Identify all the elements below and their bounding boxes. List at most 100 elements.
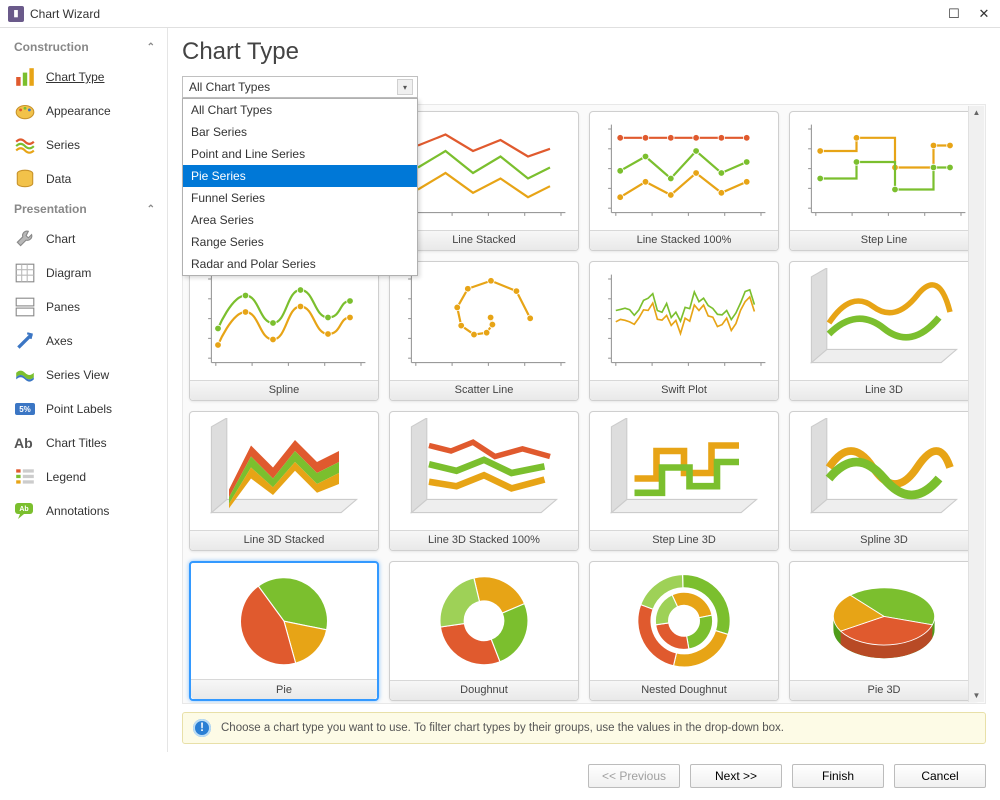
sidebar-item-annotations[interactable]: Ab Annotations bbox=[0, 494, 167, 528]
sidebar-item-point-labels[interactable]: 5% Point Labels bbox=[0, 392, 167, 426]
info-icon: ! bbox=[193, 719, 211, 737]
chart-thumbnail bbox=[590, 112, 778, 230]
sidebar-item-panes[interactable]: Panes bbox=[0, 290, 167, 324]
palette-icon bbox=[14, 101, 36, 121]
content-area: Chart Type All Chart Types ▾ All Chart T… bbox=[168, 28, 1000, 752]
tile-label: Pie bbox=[191, 679, 377, 699]
hint-bar: ! Choose a chart type you want to use. T… bbox=[182, 712, 986, 744]
chart-type-filter-dropdown: All Chart TypesBar SeriesPoint and Line … bbox=[182, 98, 418, 276]
window-controls: ☐ ✕ bbox=[946, 6, 992, 22]
close-icon[interactable]: ✕ bbox=[976, 6, 992, 22]
chart-type-tile[interactable]: Line 3D Stacked 100% bbox=[389, 411, 579, 551]
chart-type-tile[interactable]: Line 3D bbox=[789, 261, 979, 401]
chart-type-tile[interactable]: Line Stacked 100% bbox=[589, 111, 779, 251]
dropdown-item[interactable]: Range Series bbox=[183, 231, 417, 253]
tile-label: Line 3D Stacked 100% bbox=[390, 530, 578, 550]
cancel-button[interactable]: Cancel bbox=[894, 764, 986, 788]
chart-thumbnail bbox=[190, 412, 378, 530]
combo-value: All Chart Types bbox=[189, 80, 270, 94]
sidebar-item-legend[interactable]: Legend bbox=[0, 460, 167, 494]
chart-type-tile[interactable]: Spline bbox=[189, 261, 379, 401]
dropdown-item[interactable]: Point and Line Series bbox=[183, 143, 417, 165]
bar-chart-icon bbox=[14, 67, 36, 87]
sidebar-item-series-view[interactable]: Series View bbox=[0, 358, 167, 392]
nav-label: Point Labels bbox=[46, 402, 112, 416]
chart-type-tile[interactable]: Pie 3D bbox=[789, 561, 979, 701]
chart-type-filter-combo[interactable]: All Chart Types ▾ bbox=[182, 76, 418, 98]
legend-icon bbox=[14, 467, 36, 487]
chart-thumbnail bbox=[590, 562, 778, 680]
chart-type-tile[interactable]: Scatter Line bbox=[389, 261, 579, 401]
nav-label: Panes bbox=[46, 300, 80, 314]
nav-label: Data bbox=[46, 172, 71, 186]
previous-button[interactable]: << Previous bbox=[588, 764, 680, 788]
chevron-up-icon: ⌃ bbox=[147, 42, 155, 53]
sidebar-item-series[interactable]: Series bbox=[0, 128, 167, 162]
scroll-up-icon[interactable]: ▲ bbox=[971, 106, 983, 119]
chevron-down-icon: ▾ bbox=[397, 79, 413, 95]
app-icon: ▮ bbox=[8, 6, 24, 22]
nav-label: Series bbox=[46, 138, 80, 152]
layers-icon bbox=[14, 135, 36, 155]
ribbon-icon bbox=[14, 365, 36, 385]
chart-thumbnail bbox=[790, 262, 978, 380]
tile-label: Line Stacked bbox=[390, 230, 578, 250]
svg-text:Ab: Ab bbox=[19, 506, 28, 513]
tile-label: Swift Plot bbox=[590, 380, 778, 400]
nav-label: Chart Titles bbox=[46, 436, 107, 450]
chevron-up-icon: ⌃ bbox=[147, 204, 155, 215]
hint-text: Choose a chart type you want to use. To … bbox=[221, 722, 784, 734]
nav-label: Annotations bbox=[46, 504, 109, 518]
dropdown-item[interactable]: All Chart Types bbox=[183, 99, 417, 121]
nav-label: Diagram bbox=[46, 266, 91, 280]
chart-type-tile[interactable]: Line 3D Stacked bbox=[189, 411, 379, 551]
finish-button[interactable]: Finish bbox=[792, 764, 884, 788]
chart-type-tile[interactable]: Step Line bbox=[789, 111, 979, 251]
wrench-icon bbox=[14, 229, 36, 249]
section-label: Presentation bbox=[14, 202, 87, 216]
chart-type-tile[interactable]: Doughnut bbox=[389, 561, 579, 701]
section-label: Construction bbox=[14, 40, 89, 54]
window-title: Chart Wizard bbox=[30, 7, 100, 21]
sidebar-item-axes[interactable]: Axes bbox=[0, 324, 167, 358]
sidebar-item-diagram[interactable]: Diagram bbox=[0, 256, 167, 290]
tile-label: Spline bbox=[190, 380, 378, 400]
chart-thumbnail bbox=[590, 262, 778, 380]
next-button[interactable]: Next >> bbox=[690, 764, 782, 788]
chart-thumbnail bbox=[390, 112, 578, 230]
dropdown-item[interactable]: Radar and Polar Series bbox=[183, 253, 417, 275]
chart-type-tile[interactable]: Swift Plot bbox=[589, 261, 779, 401]
chart-thumbnail bbox=[190, 262, 378, 380]
chart-type-tile[interactable]: Spline 3D bbox=[789, 411, 979, 551]
text-icon: Ab bbox=[14, 433, 36, 453]
nav-label: Chart Type bbox=[46, 70, 104, 84]
sidebar-item-data[interactable]: Data bbox=[0, 162, 167, 196]
sidebar-item-chart[interactable]: Chart bbox=[0, 222, 167, 256]
label-icon: 5% bbox=[14, 399, 36, 419]
section-header-construction[interactable]: Construction ⌃ bbox=[0, 34, 167, 60]
sidebar-item-appearance[interactable]: Appearance bbox=[0, 94, 167, 128]
sidebar-item-chart-titles[interactable]: Ab Chart Titles bbox=[0, 426, 167, 460]
dropdown-item[interactable]: Pie Series bbox=[183, 165, 417, 187]
tile-label: Step Line bbox=[790, 230, 978, 250]
chart-type-tile[interactable]: Nested Doughnut bbox=[589, 561, 779, 701]
maximize-icon[interactable]: ☐ bbox=[946, 6, 962, 22]
sidebar-item-chart-type[interactable]: Chart Type bbox=[0, 60, 167, 94]
nav-label: Axes bbox=[46, 334, 73, 348]
scroll-down-icon[interactable]: ▼ bbox=[971, 689, 983, 702]
wizard-buttons: << Previous Next >> Finish Cancel bbox=[0, 752, 1000, 800]
nav-label: Series View bbox=[46, 368, 109, 382]
chart-type-tile[interactable]: Step Line 3D bbox=[589, 411, 779, 551]
svg-text:Ab: Ab bbox=[14, 435, 33, 451]
page-title: Chart Type bbox=[182, 38, 986, 66]
dropdown-item[interactable]: Bar Series bbox=[183, 121, 417, 143]
dropdown-item[interactable]: Funnel Series bbox=[183, 187, 417, 209]
scrollbar[interactable]: ▲ ▼ bbox=[968, 106, 984, 702]
sidebar: Construction ⌃ Chart Type Appearance Ser… bbox=[0, 28, 168, 752]
section-header-presentation[interactable]: Presentation ⌃ bbox=[0, 196, 167, 222]
chart-thumbnail bbox=[790, 562, 978, 680]
svg-text:5%: 5% bbox=[19, 405, 31, 414]
tile-label: Scatter Line bbox=[390, 380, 578, 400]
dropdown-item[interactable]: Area Series bbox=[183, 209, 417, 231]
chart-type-tile[interactable]: Pie bbox=[189, 561, 379, 701]
